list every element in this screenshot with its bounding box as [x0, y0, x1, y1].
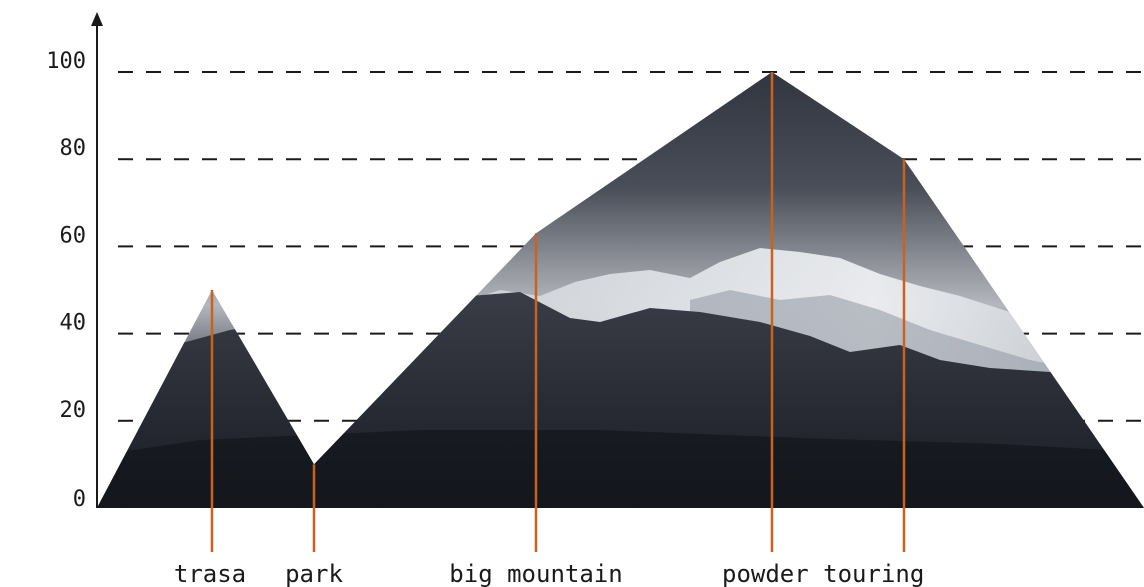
y-tick-label: 40 [60, 311, 87, 336]
axes [91, 12, 103, 508]
category-label: trasa [174, 560, 246, 587]
category-label: powder touring [722, 560, 924, 587]
y-tick-labels: 0 20 40 60 80 100 [46, 49, 86, 512]
category-label: park [285, 560, 343, 587]
foreground-shading [97, 430, 1144, 508]
category-label: big mountain [449, 560, 622, 587]
y-tick-label: 20 [60, 398, 87, 423]
y-tick-label: 80 [60, 136, 87, 161]
category-labels: trasa park big mountain powder touring [174, 560, 924, 587]
y-tick-label: 100 [46, 49, 86, 74]
y-tick-label: 60 [60, 223, 87, 248]
peak-marker-lines [210, 72, 906, 552]
y-tick-label: 0 [73, 487, 86, 512]
y-axis-arrow-icon [91, 12, 103, 26]
